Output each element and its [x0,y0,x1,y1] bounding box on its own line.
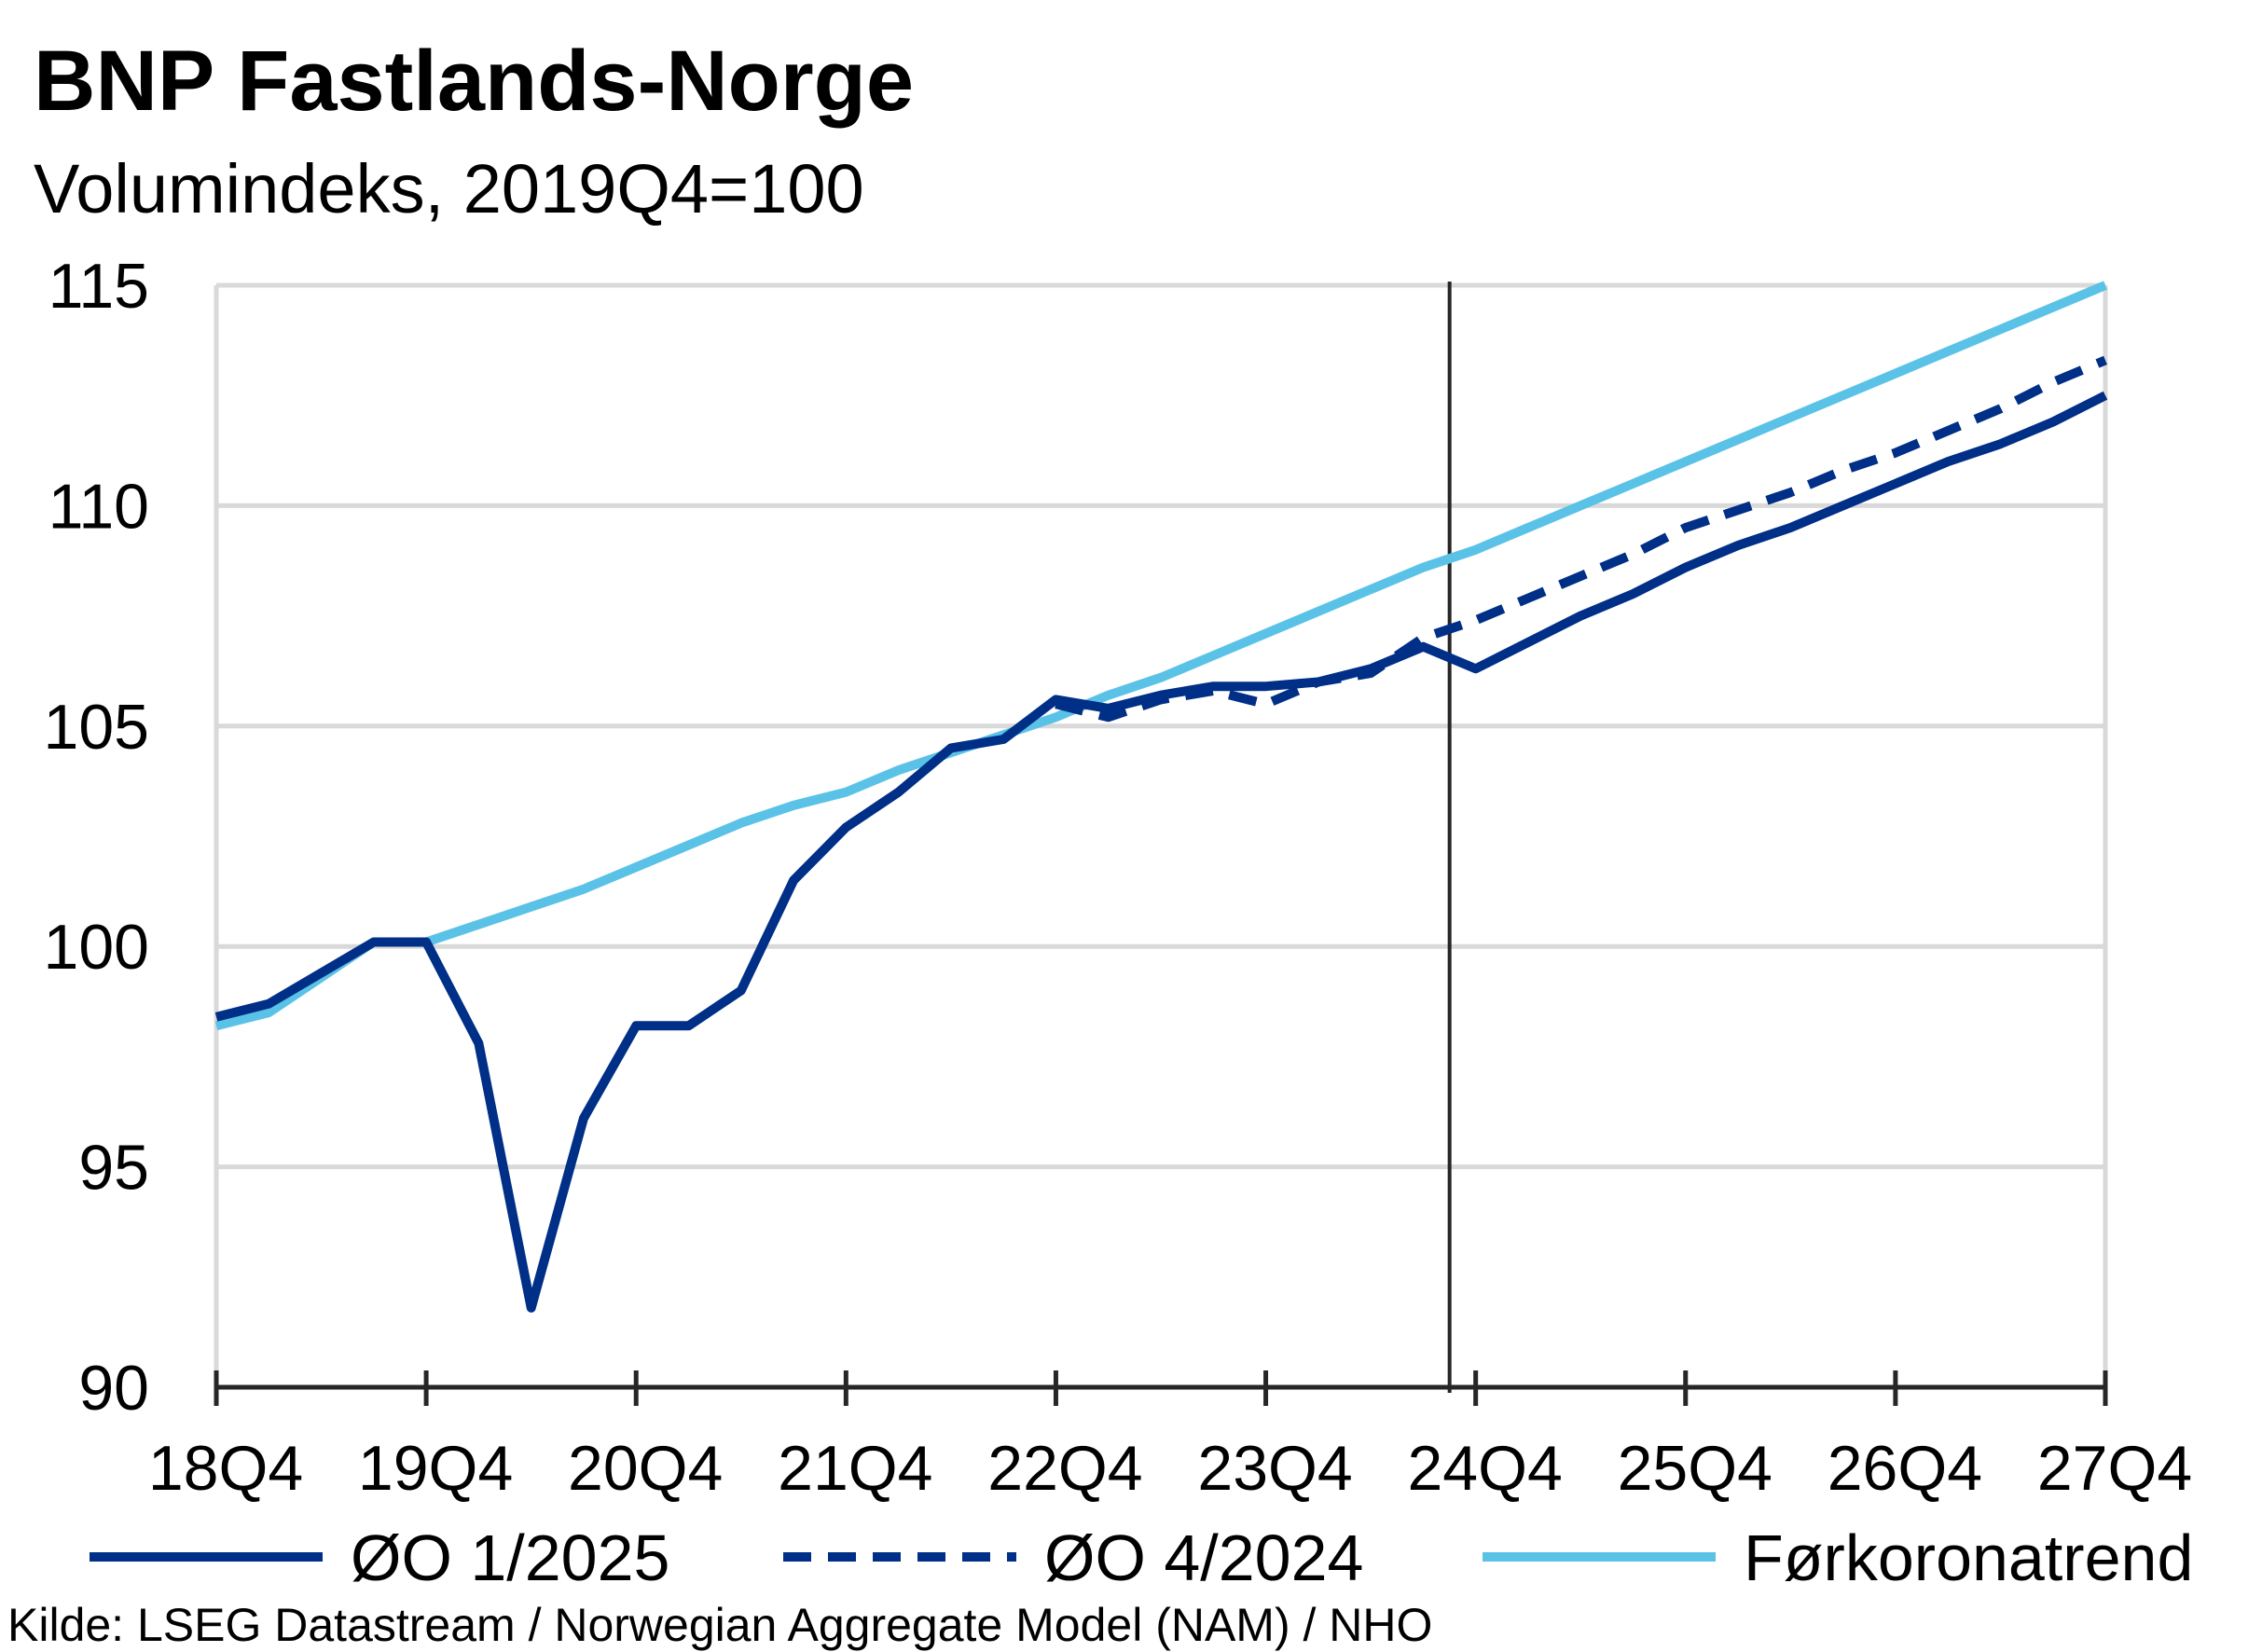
series-line-1 [1055,355,2107,723]
legend-label-1: ØO 4/2024 [1044,1521,1363,1594]
y-tick-label: 95 [78,1133,149,1204]
x-tick-label: 20Q4 [568,1433,723,1504]
y-axis: 90 95 100 105 110 115 [44,251,149,1424]
series-line-0 [214,391,2108,1313]
y-tick-label: 90 [78,1353,149,1424]
series-line-2 [214,281,2107,1031]
y-tick-label: 110 [48,471,149,542]
legend-label-2: Førkoronatrend [1744,1521,2193,1594]
x-tick-label: 24Q4 [1407,1433,1562,1504]
x-tick-label: 21Q4 [778,1433,932,1504]
x-tick-label: 26Q4 [1828,1433,1982,1504]
source-note: Kilde: LSEG Datastream / Norwegian Aggre… [7,1599,1432,1651]
chart-title: BNP Fastlands-Norge [34,34,914,129]
x-tick-label: 23Q4 [1197,1433,1352,1504]
series-lines [214,281,2108,1313]
gridlines [214,282,2108,1387]
x-tick-label: 22Q4 [987,1433,1142,1504]
legend: ØO 1/2025 ØO 4/2024 Førkoronatrend [90,1521,2193,1594]
x-tick-label: 19Q4 [358,1433,513,1504]
y-tick-label: 115 [48,251,149,322]
chart-subtitle: Volumindeks, 2019Q4=100 [34,150,864,227]
x-tick-label: 18Q4 [148,1433,303,1504]
legend-label-0: ØO 1/2025 [351,1521,669,1594]
y-tick-label: 100 [44,912,149,983]
y-tick-label: 105 [44,692,149,763]
x-tick-label: 25Q4 [1618,1433,1772,1504]
x-tick-label: 27Q4 [2037,1433,2192,1504]
x-axis: 18Q4 19Q4 20Q4 21Q4 22Q4 23Q4 24Q4 25Q4 26Q4 27Q4 [148,1370,2192,1504]
